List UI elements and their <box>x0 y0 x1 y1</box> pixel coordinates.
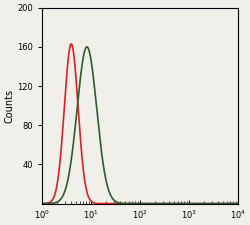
Y-axis label: Counts: Counts <box>4 89 14 123</box>
